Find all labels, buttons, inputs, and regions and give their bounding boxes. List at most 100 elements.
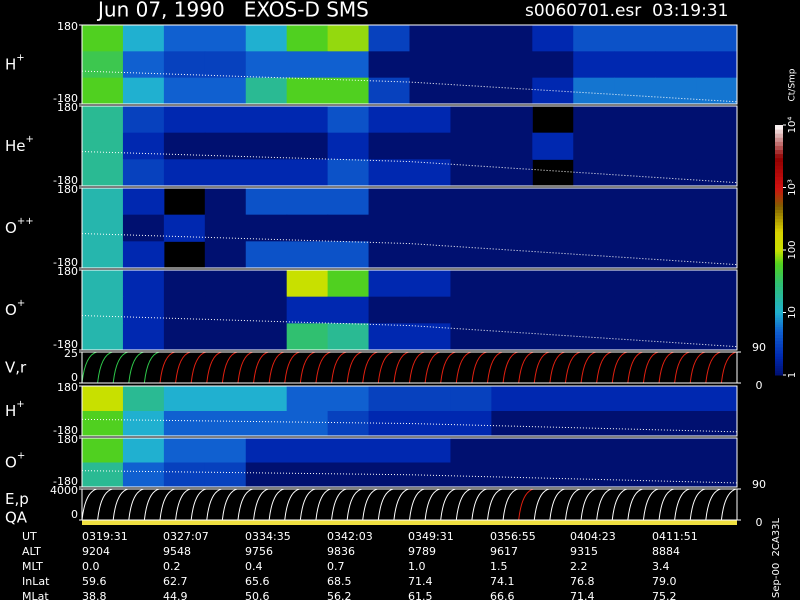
heatmap-cell (696, 438, 738, 463)
heatmap-cell (82, 77, 124, 105)
heatmap-cell (450, 132, 492, 160)
heatmap-cell (614, 51, 656, 79)
heatmap-cell (614, 132, 656, 160)
ephemeris-value: 75.2 (652, 590, 677, 600)
ephemeris-value: 0.4 (245, 560, 263, 573)
heatmap-cell (327, 462, 370, 488)
heatmap-cell (614, 411, 656, 437)
sweep (424, 488, 441, 521)
colorbar-segment (775, 346, 783, 351)
heatmap-cell (491, 214, 533, 242)
sweep (596, 488, 612, 521)
colorbar-segment (775, 308, 783, 313)
heatmap-cell (614, 106, 656, 134)
heatmap-cell (327, 241, 370, 269)
heatmap-cell (696, 188, 738, 216)
sweep (81, 351, 97, 384)
ephemeris-label: UT (22, 530, 37, 543)
ephemeris-label: MLat (22, 590, 49, 600)
heatmap-cell (368, 323, 410, 351)
heatmap-cell (532, 51, 574, 79)
heatmap-cell (450, 241, 492, 269)
heatmap-cell (82, 323, 124, 351)
sweep (486, 488, 503, 521)
heatmap-cell (491, 25, 533, 52)
colorbar-segment (775, 129, 783, 134)
heatmap-cell (491, 323, 533, 351)
heatmap-cell (696, 132, 738, 160)
heatmap-cell (82, 25, 124, 52)
sweep (611, 351, 628, 384)
heatmap-cell (573, 77, 615, 105)
footer: Sep-00 2CA33L (771, 518, 782, 598)
heatmap-cell (491, 386, 533, 412)
heatmap-cell (655, 106, 697, 134)
colorbar-segment (775, 180, 783, 185)
sweep (175, 351, 191, 384)
ephemeris-value: 68.5 (327, 575, 352, 588)
ephemeris-label: ALT (22, 545, 41, 558)
heatmap-cell (450, 462, 492, 488)
colorbar-segment (775, 240, 783, 244)
colorbar-segment (775, 168, 783, 174)
heatmap-cell (450, 438, 492, 463)
heatmap-cell (491, 51, 533, 79)
colorbar-segment (775, 215, 783, 220)
heatmap-cell (450, 159, 492, 187)
panel-label: H+ (5, 399, 25, 420)
colorbar-segment (775, 275, 783, 279)
colorbar-segment (775, 270, 783, 274)
heatmap-cell (204, 411, 247, 437)
heatmap-cell (655, 386, 697, 412)
y-tick-label: 180 (57, 183, 78, 196)
heatmap-cell (368, 438, 410, 463)
heatmap-cell (245, 77, 288, 105)
colorbar-segment (775, 165, 783, 170)
heatmap-cell (327, 270, 370, 298)
heatmap-cell (286, 51, 329, 79)
pitch-angle-trace (81, 418, 738, 433)
heatmap-cell (614, 296, 656, 324)
colorbar-segment (775, 194, 783, 198)
heatmap-cell (327, 25, 370, 52)
sweep (112, 351, 129, 384)
heatmap-cell (450, 188, 492, 216)
heatmap-cell (122, 270, 165, 298)
sweep (533, 351, 550, 384)
panel-label: V,r (5, 358, 27, 376)
sweep (471, 351, 487, 384)
heatmap-cell (573, 25, 615, 52)
colorbar-segment (775, 161, 783, 166)
colorbar-segment (775, 353, 783, 357)
panel-label-superscript: + (16, 53, 24, 64)
heatmap-cell (491, 106, 533, 134)
sweep (658, 488, 675, 521)
sweep (362, 488, 378, 521)
colorbar-segment (775, 372, 783, 376)
sweep (128, 488, 144, 521)
heatmap-cell (82, 159, 124, 187)
heatmap-cell (368, 241, 410, 269)
panel-label-text: E,p (5, 490, 29, 508)
panel-label-superscript: + (17, 451, 25, 462)
panel-label-superscript: + (17, 298, 25, 309)
colorbar-segment (775, 192, 783, 196)
sweep (159, 488, 175, 521)
sweep (346, 351, 363, 384)
panel-label: O++ (5, 216, 34, 237)
colorbar-segment (775, 189, 783, 193)
ephemeris-value: 50.6 (245, 590, 270, 600)
heatmap-cell (327, 77, 370, 105)
ephemeris-value: 74.1 (490, 575, 515, 588)
sweep (720, 488, 737, 521)
heatmap-cell (696, 214, 738, 242)
heatmap-cell (368, 188, 410, 216)
heatmap-cell (655, 214, 697, 242)
heatmap-cell (82, 411, 124, 437)
panel-label-text: O (5, 301, 17, 319)
colorbar-segment (775, 328, 783, 332)
colorbar-segment (775, 256, 783, 260)
sweep (237, 351, 253, 384)
sweep (315, 488, 331, 521)
y-tick-label: 180 (57, 433, 78, 446)
